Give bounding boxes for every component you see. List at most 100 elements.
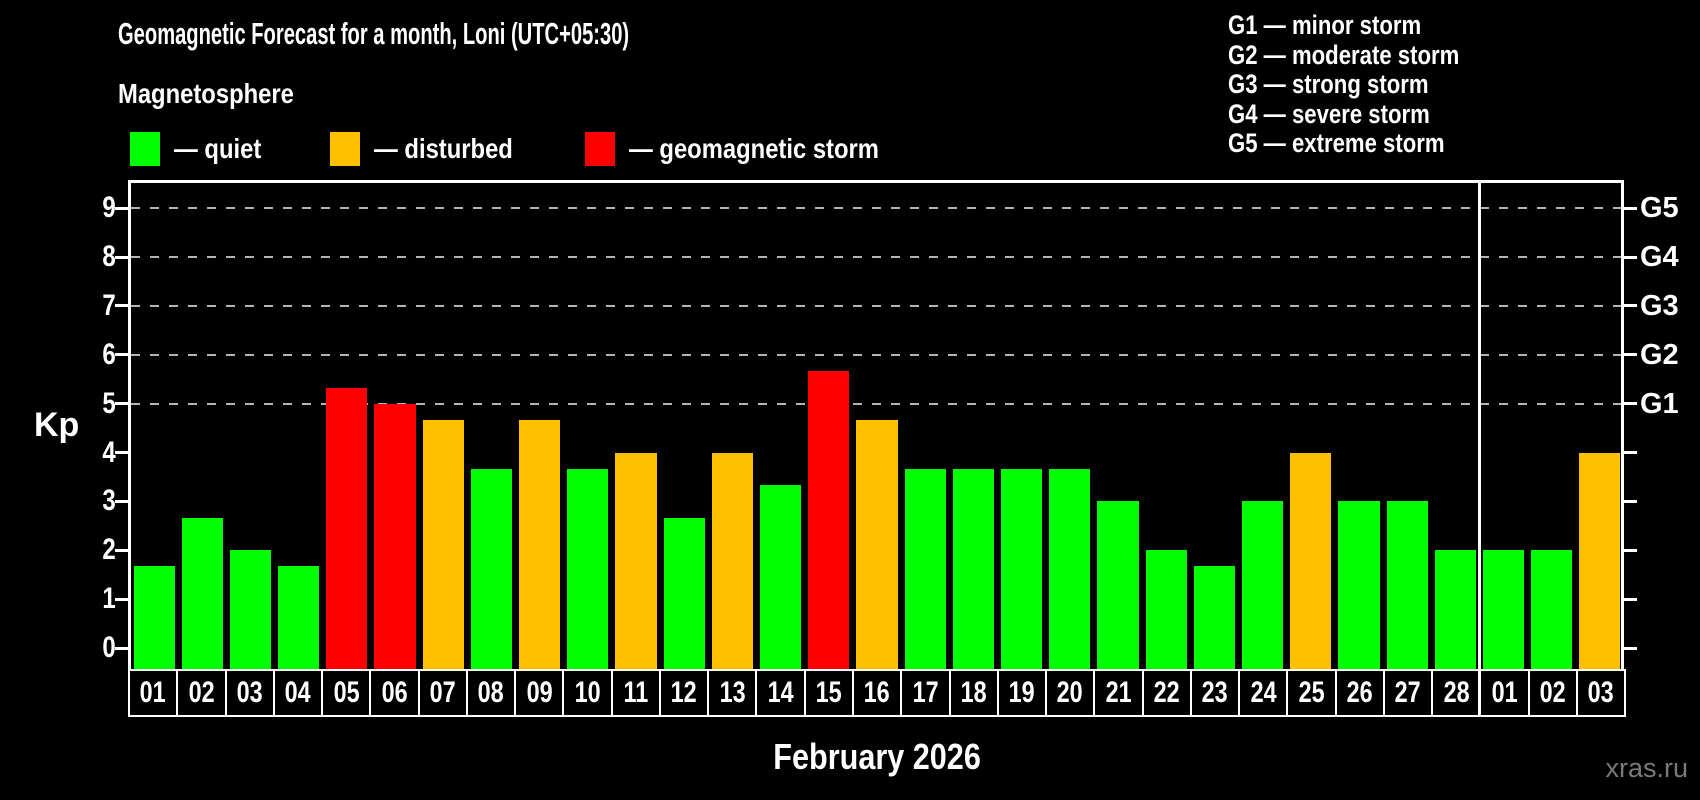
kp-bar-day-02 bbox=[1531, 550, 1573, 669]
y-axis-label-4: 4 bbox=[58, 436, 116, 470]
storm-legend-label: — geomagnetic storm bbox=[629, 132, 923, 166]
kp-bar-day-19 bbox=[1000, 468, 1043, 669]
kp-bar-day-23 bbox=[1193, 566, 1235, 669]
day-cell-feb-23: 23 bbox=[1189, 669, 1241, 717]
day-cell-feb-11: 11 bbox=[610, 669, 661, 717]
day-cell-feb-17: 17 bbox=[900, 669, 951, 717]
day-cell-feb-13: 13 bbox=[707, 669, 758, 717]
day-label: 14 bbox=[767, 676, 794, 709]
g-scale-legend-text: G5 — extreme storm bbox=[1228, 128, 1445, 159]
day-label: 12 bbox=[671, 676, 698, 709]
day-cell-feb-01: 01 bbox=[128, 669, 179, 717]
kp-bar-day-01 bbox=[1482, 550, 1525, 669]
day-label: 09 bbox=[526, 676, 553, 709]
kp-bar-day-14 bbox=[760, 485, 802, 669]
kp-bar-day-12 bbox=[663, 517, 705, 669]
kp-bar-day-22 bbox=[1145, 550, 1187, 669]
day-label: 21 bbox=[1105, 676, 1132, 709]
y-axis-tick-5 bbox=[115, 402, 128, 406]
day-label: 26 bbox=[1346, 676, 1373, 709]
y-axis-label-text: 0 bbox=[102, 631, 116, 664]
day-label: 25 bbox=[1298, 676, 1325, 709]
g-axis-label-g4: G4 bbox=[1640, 241, 1679, 274]
kp-bar-day-07 bbox=[422, 419, 464, 669]
right-axis-tick-5 bbox=[1624, 402, 1637, 406]
day-cell-feb-21: 21 bbox=[1093, 669, 1144, 717]
kp-bar-day-15 bbox=[808, 370, 850, 669]
y-axis-tick-9 bbox=[115, 206, 128, 210]
day-label: 02 bbox=[1539, 676, 1566, 709]
y-axis-tick-4 bbox=[115, 451, 128, 455]
y-axis-title: Kp bbox=[34, 406, 80, 444]
day-cell-feb-16: 16 bbox=[851, 669, 903, 717]
kp-bar-day-24 bbox=[1241, 501, 1284, 669]
day-cell-feb-02: 02 bbox=[176, 669, 227, 717]
day-label: 20 bbox=[1057, 676, 1084, 709]
day-cell-feb-07: 07 bbox=[417, 669, 468, 717]
day-cell-mar-02: 02 bbox=[1527, 669, 1578, 717]
month-label-text: February 2026 bbox=[773, 736, 981, 777]
day-cell-feb-10: 10 bbox=[562, 669, 613, 717]
right-axis-tick-3 bbox=[1624, 499, 1637, 503]
right-axis-tick-9 bbox=[1624, 206, 1637, 210]
day-label: 27 bbox=[1395, 676, 1422, 709]
day-label: 13 bbox=[719, 676, 746, 709]
day-cell-feb-26: 26 bbox=[1334, 669, 1385, 717]
kp-bar-day-04 bbox=[278, 566, 320, 669]
g-scale-legend-text: G1 — minor storm bbox=[1228, 10, 1422, 40]
day-cell-feb-22: 22 bbox=[1141, 669, 1192, 717]
day-label: 18 bbox=[960, 676, 987, 709]
plot-area bbox=[115, 183, 1637, 669]
day-label: 02 bbox=[188, 676, 215, 709]
kp-bar-day-21 bbox=[1097, 501, 1139, 669]
day-cell-feb-12: 12 bbox=[658, 669, 710, 717]
day-cell-feb-04: 04 bbox=[272, 669, 324, 717]
day-cell-feb-19: 19 bbox=[996, 669, 1048, 717]
day-cell-feb-06: 06 bbox=[369, 669, 420, 717]
storm-legend-swatch bbox=[585, 132, 615, 166]
g-scale-legend-item-5: G5 — extreme storm bbox=[1228, 129, 1510, 159]
month-separator-line bbox=[1478, 180, 1481, 717]
y-axis-label-5: 5 bbox=[58, 387, 116, 421]
disturbed-legend-swatch bbox=[330, 132, 360, 166]
y-axis-label-2: 2 bbox=[58, 533, 116, 567]
kp-bar-day-18 bbox=[952, 468, 994, 669]
y-axis-line bbox=[128, 180, 131, 669]
day-axis-row: 01 02 03 04 05 06 07 08 09 10 11 12 13 14 15 16 17 18 19 20… bbox=[128, 669, 1627, 717]
day-label: 05 bbox=[333, 676, 360, 709]
kp-bar-day-20 bbox=[1049, 468, 1091, 669]
day-label: 01 bbox=[140, 676, 167, 709]
day-label: 11 bbox=[623, 676, 649, 709]
right-axis-line bbox=[1621, 180, 1624, 669]
chart-subtitle: Magnetosphere bbox=[118, 78, 325, 110]
day-cell-feb-14: 14 bbox=[755, 669, 806, 717]
day-cell-feb-09: 09 bbox=[514, 669, 565, 717]
day-label: 01 bbox=[1491, 676, 1518, 709]
kp-bar-day-28 bbox=[1434, 550, 1476, 669]
kp-bar-day-08 bbox=[470, 468, 513, 669]
plot-top-border bbox=[128, 180, 1624, 183]
kp-bar-day-01 bbox=[133, 566, 175, 669]
day-cell-feb-20: 20 bbox=[1045, 669, 1096, 717]
watermark: xras.ru bbox=[1605, 753, 1688, 783]
y-axis-label-text: 3 bbox=[102, 484, 116, 518]
y-axis-label-0: 0 bbox=[58, 631, 116, 665]
y-axis-label-7: 7 bbox=[58, 289, 116, 323]
y-axis-label-1: 1 bbox=[58, 582, 116, 616]
day-label: 08 bbox=[477, 676, 505, 709]
y-axis-tick-8 bbox=[115, 255, 128, 259]
y-axis-label-3: 3 bbox=[58, 484, 116, 518]
day-cell-feb-28: 28 bbox=[1431, 669, 1482, 717]
day-cell-feb-27: 27 bbox=[1382, 669, 1434, 717]
day-cell-feb-15: 15 bbox=[803, 669, 854, 717]
storm-legend-text: — geomagnetic storm bbox=[629, 133, 879, 164]
day-label: 22 bbox=[1153, 676, 1180, 709]
y-axis-tick-3 bbox=[115, 499, 128, 503]
g-scale-legend-item-2: G2 — moderate storm bbox=[1228, 40, 1510, 71]
day-label: 19 bbox=[1008, 676, 1035, 709]
chart-title: Geomagnetic Forecast for a month, Loni (… bbox=[118, 16, 904, 52]
g-scale-legend-item-4: G4 — severe storm bbox=[1228, 99, 1510, 130]
right-axis-tick-1 bbox=[1624, 597, 1637, 601]
gridline-kp9 bbox=[131, 207, 1622, 210]
quiet-legend-label: — quiet bbox=[174, 132, 277, 166]
